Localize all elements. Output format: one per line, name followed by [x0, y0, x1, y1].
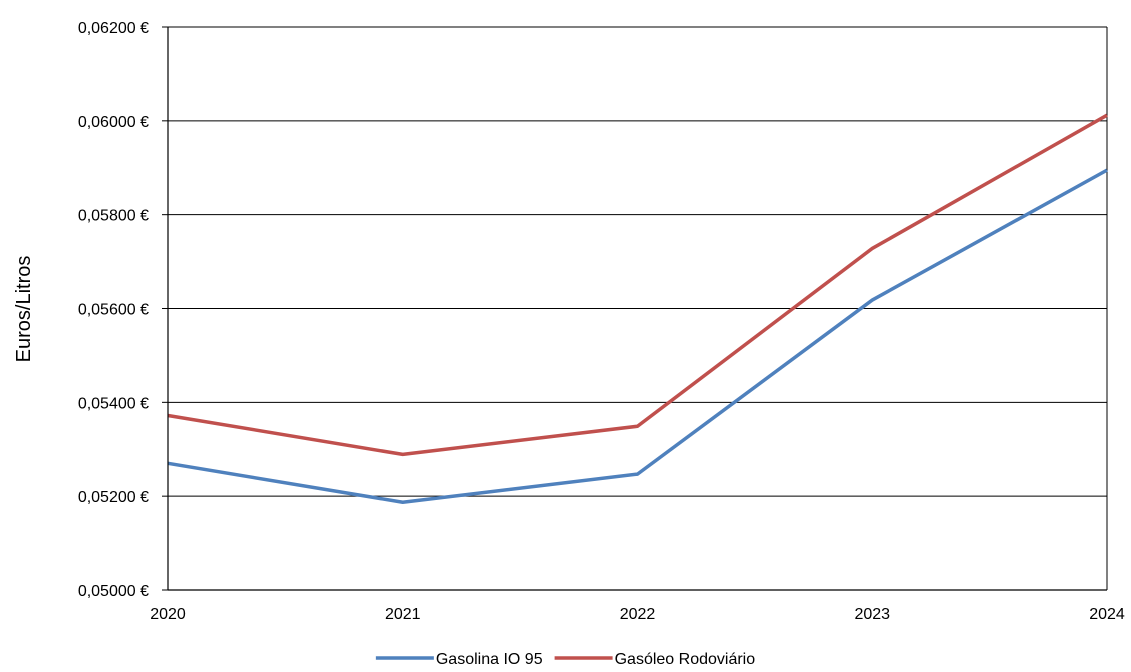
x-tick-label: 2020: [150, 606, 186, 623]
axes: [162, 26, 1107, 591]
x-tick-label: 2021: [385, 606, 421, 623]
x-tick-label: 2022: [620, 606, 656, 623]
gridlines: [168, 26, 1108, 591]
y-tick-label: 0,05400 €: [78, 395, 149, 412]
series-line-0: [167, 168, 1108, 505]
y-tick-label: 0,05000 €: [78, 583, 149, 600]
series-line-1: [167, 113, 1108, 457]
y-tick-label: 0,05800 €: [78, 208, 149, 225]
legend-label-1: Gasóleo Rodoviário: [615, 651, 756, 667]
y-tick-labels: 0,05000 € 0,05200 € 0,05400 € 0,05600 € 0,05…: [78, 20, 149, 600]
y-tick-label: 0,06000 €: [78, 114, 149, 131]
x-tick-label: 2023: [854, 606, 890, 623]
x-tick-label: 2024: [1089, 606, 1125, 623]
series-lines: [167, 113, 1108, 505]
legend: Gasolina IO 95 Gasóleo Rodoviário: [375, 651, 756, 668]
y-tick-label: 0,05200 €: [78, 489, 149, 506]
y-axis-title: Euros/Litros: [13, 256, 35, 363]
legend-label-0: Gasolina IO 95: [436, 651, 543, 667]
y-tick-label: 0,05600 €: [78, 302, 149, 319]
x-tick-labels: 2020 2021 2022 2023 2024: [150, 606, 1125, 623]
y-tick-label: 0,06200 €: [78, 20, 149, 37]
